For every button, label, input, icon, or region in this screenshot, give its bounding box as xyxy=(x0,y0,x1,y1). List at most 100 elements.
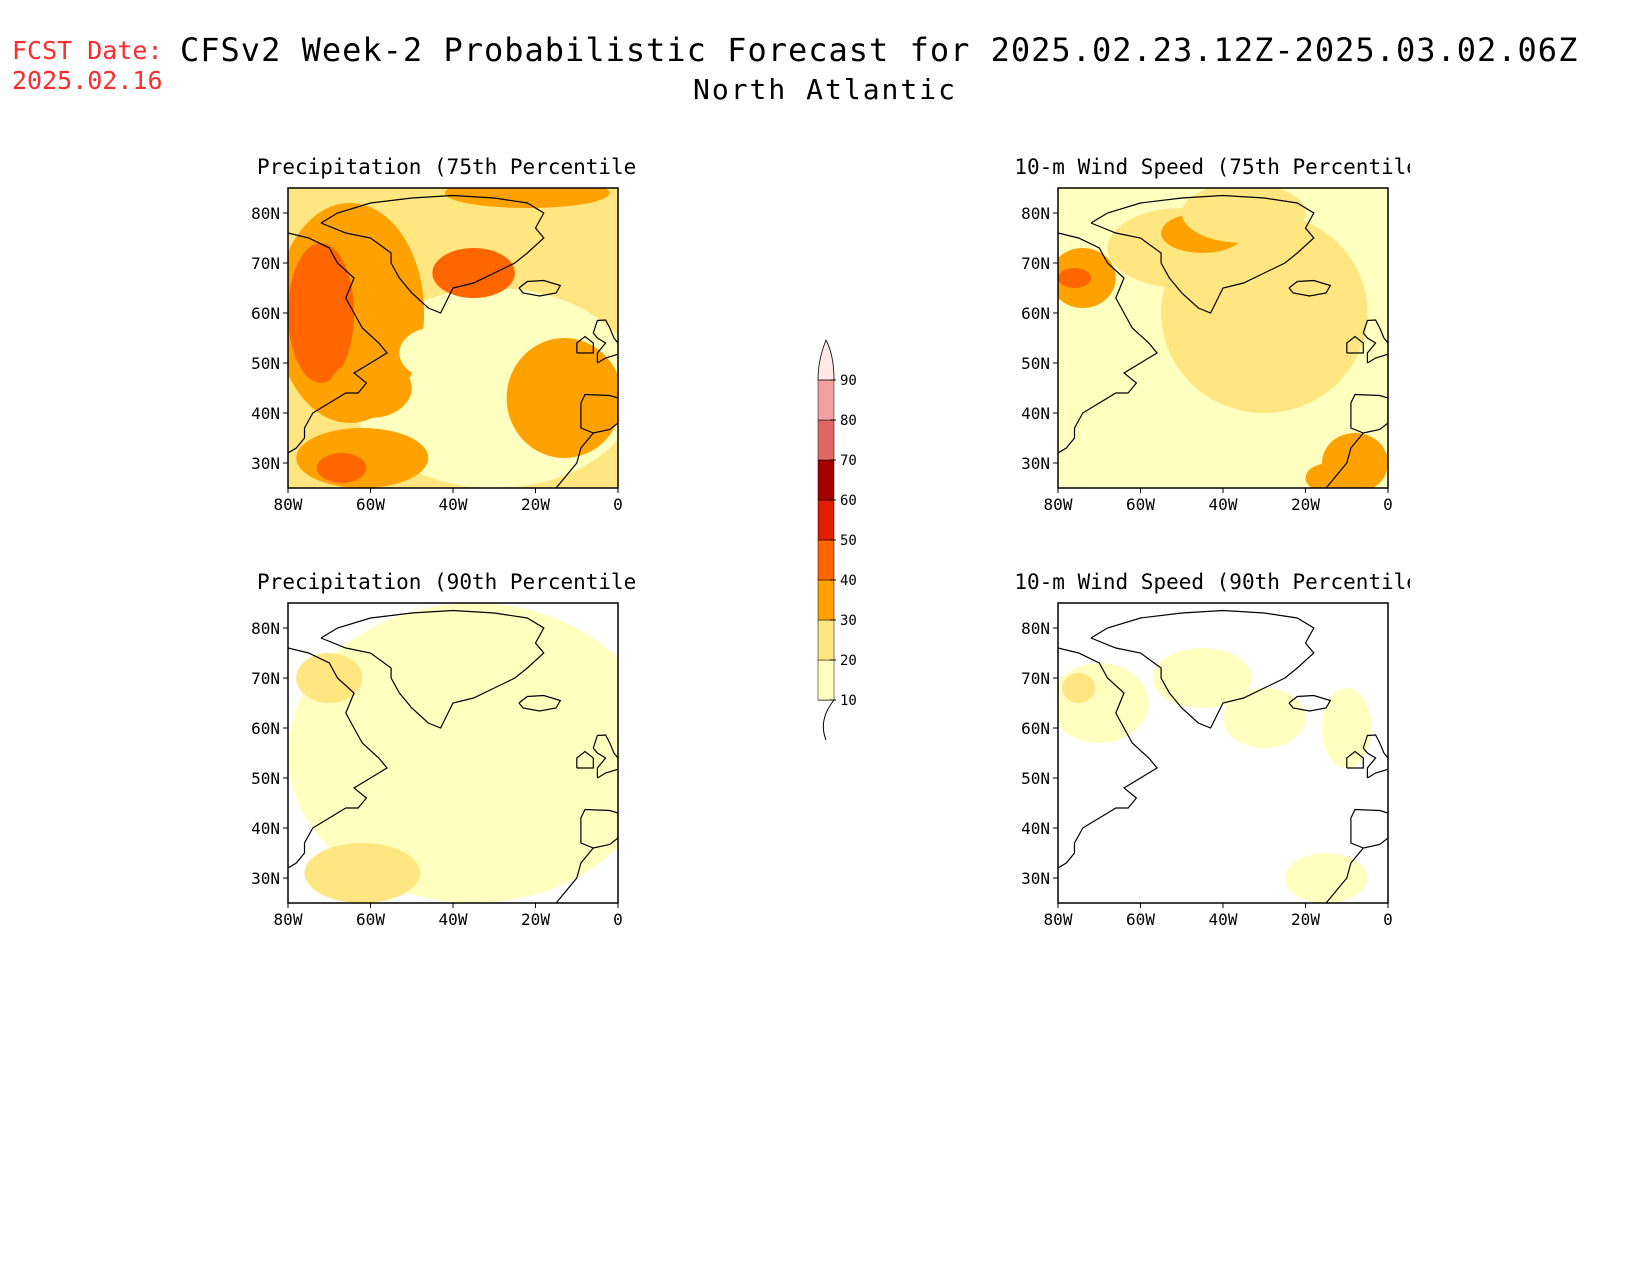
colorbar-swatch xyxy=(817,619,835,661)
lat-tick-label: 30N xyxy=(251,454,280,473)
lat-tick-label: 40N xyxy=(1021,819,1050,838)
coastline xyxy=(518,694,562,712)
probability-shading xyxy=(1058,663,1149,743)
lat-tick-label: 80N xyxy=(1021,619,1050,638)
coastline xyxy=(1362,734,1388,779)
probability-shading xyxy=(1305,463,1355,488)
lat-tick-label: 30N xyxy=(1021,869,1050,888)
lat-tick-label: 70N xyxy=(251,254,280,273)
lon-tick-label: 60W xyxy=(356,495,385,514)
lon-tick-label: 20W xyxy=(521,495,550,514)
coastline xyxy=(320,194,545,314)
colorbar-swatch xyxy=(817,539,835,581)
probability-shading xyxy=(1058,268,1091,288)
lat-tick-label: 40N xyxy=(251,819,280,838)
map-panel-wind-90: 10-m Wind Speed (90th Percentile) 80N 70N 6… xyxy=(990,565,1410,945)
probability-shading xyxy=(329,358,412,418)
probability-shading xyxy=(432,248,515,298)
colorbar-label: 60 xyxy=(840,493,857,509)
lon-tick-label: 0 xyxy=(1383,910,1393,929)
lon-tick-label: 0 xyxy=(1383,495,1393,514)
probability-shading xyxy=(1223,688,1306,748)
coastline xyxy=(555,432,594,488)
lat-tick-label: 60N xyxy=(251,719,280,738)
lat-tick-label: 40N xyxy=(251,404,280,423)
lon-tick-label: 80W xyxy=(1044,495,1073,514)
colorbar-swatch xyxy=(817,459,835,501)
panel-title: 10-m Wind Speed (90th Percentile) xyxy=(1014,570,1410,594)
probability-shading xyxy=(506,338,618,458)
lon-tick-label: 0 xyxy=(613,495,623,514)
coastline xyxy=(1058,232,1158,454)
map-panel-precip-90: Precipitation (90th Percentile) 80N 70N 60N… xyxy=(220,565,640,945)
map-panel-wind-75: 10-m Wind Speed (75th Percentile) 80N 70N 6… xyxy=(990,150,1410,530)
colorbar-lower-wedge xyxy=(818,699,836,741)
lat-tick-label: 50N xyxy=(251,354,280,373)
panel-title: 10-m Wind Speed (75th Percentile) xyxy=(1014,155,1410,179)
lon-tick-label: 80W xyxy=(274,495,303,514)
colorbar-upper-wedge xyxy=(817,339,835,381)
lon-tick-label: 60W xyxy=(1126,910,1155,929)
probability-shading xyxy=(304,843,420,903)
colorbar-label: 50 xyxy=(840,533,857,549)
colorbar-label: 30 xyxy=(840,613,857,629)
colorbar-svg: 10 20 30 40 50 60 70 80 90 xyxy=(817,339,857,741)
lon-tick-label: 60W xyxy=(356,910,385,929)
lon-tick-label: 20W xyxy=(1291,910,1320,929)
coastline xyxy=(580,393,618,434)
lat-tick-label: 30N xyxy=(1021,454,1050,473)
coastline xyxy=(1346,335,1364,354)
coastline xyxy=(1058,647,1158,869)
colorbar-swatch xyxy=(817,659,835,701)
colorbar-legend: 10 20 30 40 50 60 70 80 90 xyxy=(800,330,860,741)
probability-shading xyxy=(1181,188,1306,243)
coastline xyxy=(1362,319,1388,364)
lon-tick-label: 20W xyxy=(1291,495,1320,514)
lon-tick-label: 20W xyxy=(521,910,550,929)
coastline xyxy=(576,750,594,769)
fcst-date: 2025.02.16 xyxy=(12,66,163,95)
lat-tick-label: 70N xyxy=(251,669,280,688)
lat-tick-label: 60N xyxy=(251,304,280,323)
lon-tick-label: 40W xyxy=(1209,910,1238,929)
map-svg: 10-m Wind Speed (75th Percentile) 80N 70N 6… xyxy=(1014,155,1410,514)
panel-title: Precipitation (75th Percentile) xyxy=(257,155,640,179)
lon-tick-label: 60W xyxy=(1126,495,1155,514)
map-panel-precip-75: Precipitation (75th Percentile) 80N 70N 60N… xyxy=(220,150,640,530)
coastline xyxy=(592,319,618,364)
colorbar-label: 80 xyxy=(840,413,857,429)
colorbar-swatch xyxy=(817,379,835,421)
map-svg: Precipitation (90th Percentile) 80N 70N 60N… xyxy=(251,570,640,929)
coastline xyxy=(320,609,545,729)
lat-tick-label: 40N xyxy=(1021,404,1050,423)
coastline xyxy=(288,647,388,869)
colorbar-label: 20 xyxy=(840,653,857,669)
lat-tick-label: 50N xyxy=(251,769,280,788)
coastline xyxy=(1288,694,1332,712)
panel-title: Precipitation (90th Percentile) xyxy=(257,570,640,594)
lon-tick-label: 80W xyxy=(1044,910,1073,929)
probability-shading xyxy=(444,188,610,208)
map-svg: Precipitation (75th Percentile) 80N 70N 60N… xyxy=(251,155,640,514)
probability-shading xyxy=(1322,688,1372,768)
lat-tick-label: 30N xyxy=(251,869,280,888)
colorbar-swatch xyxy=(817,419,835,461)
coastline xyxy=(1346,750,1364,769)
coastline xyxy=(576,335,594,354)
coastline xyxy=(1288,279,1332,297)
page-title: CFSv2 Week-2 Probabilistic Forecast for … xyxy=(180,31,1579,69)
coastline xyxy=(580,808,618,849)
probability-shading xyxy=(288,243,354,383)
lon-tick-label: 40W xyxy=(439,910,468,929)
coastline xyxy=(518,279,562,297)
coastline xyxy=(1325,847,1364,903)
coastline xyxy=(1325,432,1364,488)
coastline xyxy=(1350,808,1388,849)
lat-tick-label: 60N xyxy=(1021,304,1050,323)
lat-tick-label: 70N xyxy=(1021,669,1050,688)
probability-shading xyxy=(296,653,363,703)
probability-shading xyxy=(316,453,367,483)
fcst-label: FCST Date: xyxy=(12,36,163,65)
probability-shading xyxy=(1062,673,1096,703)
colorbar-label: 90 xyxy=(840,373,857,389)
